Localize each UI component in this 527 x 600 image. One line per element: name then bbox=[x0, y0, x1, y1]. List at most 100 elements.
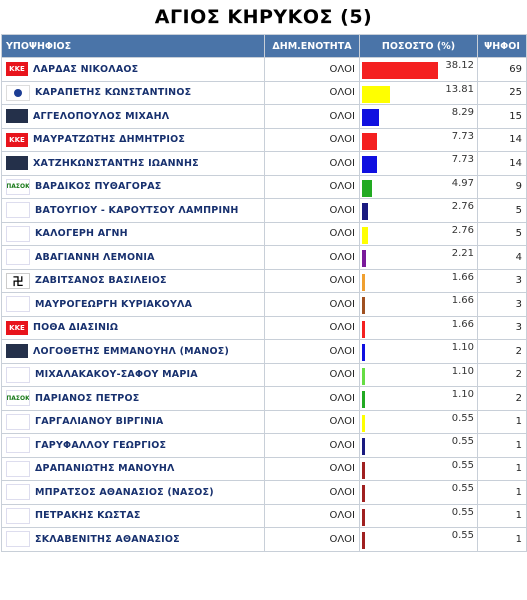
unit-cell: ΟΛΟΙ bbox=[264, 456, 360, 481]
candidate-name[interactable]: ΖΑΒΙΤΣΑΝΟΣ ΒΑΣΙΛΕΙΟΣ bbox=[35, 275, 167, 287]
candidate-cell: ΒΑΤΟΥΓΙΟΥ - ΚΑΡΟΥΤΣΟΥ ΛΑΜΠΡΙΝΗ bbox=[1, 198, 265, 223]
percent-bar bbox=[362, 250, 366, 267]
candidate-name[interactable]: ΑΒΑΓΙΑΝΝΗ ΛΕΜΟΝΙΑ bbox=[35, 251, 155, 263]
table-row[interactable]: ΒΑΤΟΥΓΙΟΥ - ΚΑΡΟΥΤΣΟΥ ΛΑΜΠΡΙΝΗ ΟΛΟΙ 2.76 5 bbox=[1, 198, 527, 223]
percent-bar bbox=[362, 438, 365, 455]
percent-bar bbox=[362, 461, 365, 479]
candidate-cell: 卍 ΖΑΒΙΤΣΑΝΟΣ ΒΑΣΙΛΕΙΟΣ bbox=[1, 268, 265, 293]
candidate-name[interactable]: ΜΑΥΡΟΓΕΩΡΓΗ ΚΥΡΙΑΚΟΥΛΑ bbox=[35, 298, 193, 310]
header-votes[interactable]: ΨΗΦΟΙ bbox=[477, 34, 527, 58]
table-row[interactable]: ΠΕΤΡΑΚΗΣ ΚΩΣΤΑΣ ΟΛΟΙ 0.55 1 bbox=[1, 503, 527, 528]
percent-bar bbox=[362, 62, 438, 79]
unit-cell: ΟΛΟΙ bbox=[264, 221, 360, 246]
candidate-cell: ΔΡΑΠΑΝΙΩΤΗΣ ΜΑΝΟΥΗΛ bbox=[1, 456, 265, 481]
candidate-name[interactable]: ΣΚΛΑΒΕΝΙΤΗΣ ΑΘΑΝΑΣΙΟΣ bbox=[35, 533, 180, 545]
percent-bar bbox=[362, 109, 379, 126]
candidate-cell: ΣΚΛΑΒΕΝΙΤΗΣ ΑΘΑΝΑΣΙΟΣ bbox=[1, 527, 265, 552]
table-row[interactable]: ΚΑΡΑΠΕΤΗΣ ΚΩΝΣΤΑΝΤΙΝΟΣ ΟΛΟΙ 13.81 25 bbox=[1, 80, 527, 105]
percent-bar bbox=[362, 226, 368, 244]
percent-bar bbox=[362, 132, 377, 150]
candidate-cell: ΚΑΡΑΠΕΤΗΣ ΚΩΝΣΤΑΝΤΙΝΟΣ bbox=[1, 80, 265, 105]
percent-cell: 2.76 bbox=[359, 221, 478, 246]
header-candidate[interactable]: ΥΠΟΨΗΦΙΟΣ bbox=[1, 34, 265, 58]
table-row[interactable]: ΜΑΥΡΟΓΕΩΡΓΗ ΚΥΡΙΑΚΟΥΛΑ ΟΛΟΙ 1.66 3 bbox=[1, 292, 527, 317]
header-unit[interactable]: ΔΗΜ.ΕΝΟΤΗΤΑ bbox=[264, 34, 360, 58]
percent-bar bbox=[362, 391, 365, 408]
candidate-name[interactable]: ΠΑΡΙΑΝΟΣ ΠΕΤΡΟΣ bbox=[35, 392, 140, 404]
candidate-cell: KKE ΜΑΥΡΑΤΖΩΤΗΣ ΔΗΜΗΤΡΙΟΣ bbox=[1, 127, 265, 152]
party-logo-antarsya-icon bbox=[6, 484, 30, 501]
percent-cell: 0.55 bbox=[359, 503, 478, 528]
percent-value: 4.97 bbox=[451, 177, 474, 189]
table-row[interactable]: KKE ΛΑΡΔΑΣ ΝΙΚΟΛΑΟΣ ΟΛΟΙ 38.12 69 bbox=[1, 57, 527, 82]
percent-cell: 2.21 bbox=[359, 245, 478, 270]
votes-cell: 2 bbox=[477, 339, 527, 364]
candidate-name[interactable]: ΜΙΧΑΛΑΚΑΚΟΥ-ΣΑΦΟΥ ΜΑΡΙΑ bbox=[35, 369, 198, 381]
candidate-name[interactable]: ΠΕΤΡΑΚΗΣ ΚΩΣΤΑΣ bbox=[35, 510, 141, 522]
page-title: ΑΓΙΟΣ ΚΗΡΥΚΟΣ (5) bbox=[154, 6, 373, 28]
percent-cell: 1.66 bbox=[359, 268, 478, 293]
percent-value: 1.10 bbox=[451, 389, 474, 400]
table-row[interactable]: ΜΠΡΑΤΣΟΣ ΑΘΑΝΑΣΙΟΣ (ΝΑΣΟΣ) ΟΛΟΙ 0.55 1 bbox=[1, 480, 527, 505]
votes-cell: 25 bbox=[477, 80, 527, 105]
votes-cell: 1 bbox=[477, 503, 527, 528]
percent-value: 38.12 bbox=[445, 60, 474, 71]
candidate-name[interactable]: ΧΑΤΖΗΚΩΝΣΤΑΝΤΗΣ ΙΩΑΝΝΗΣ bbox=[33, 157, 199, 169]
candidate-cell: ΠΑΣΟΚ ΠΑΡΙΑΝΟΣ ΠΕΤΡΟΣ bbox=[1, 386, 265, 411]
table-row[interactable]: ΑΒΑΓΙΑΝΝΗ ΛΕΜΟΝΙΑ ΟΛΟΙ 2.21 4 bbox=[1, 245, 527, 270]
unit-cell: ΟΛΟΙ bbox=[264, 362, 360, 387]
party-logo-kke-icon: KKE bbox=[6, 62, 28, 77]
table-row[interactable]: ΜΙΧΑΛΑΚΑΚΟΥ-ΣΑΦΟΥ ΜΑΡΙΑ ΟΛΟΙ 1.10 2 bbox=[1, 362, 527, 387]
candidate-name[interactable]: ΚΑΛΟΓΕΡΗ ΑΓΝΗ bbox=[35, 228, 128, 240]
candidate-name[interactable]: ΠΟΘΑ ΔΙΑΣΙΝΙΩ bbox=[33, 322, 119, 334]
table-row[interactable]: KKE ΠΟΘΑ ΔΙΑΣΙΝΙΩ ΟΛΟΙ 1.66 3 bbox=[1, 315, 527, 340]
candidate-name[interactable]: ΛΟΓΟΘΕΤΗΣ ΕΜΜΑΝΟΥΗΛ (ΜΑΝΟΣ) bbox=[33, 345, 230, 357]
percent-cell: 4.97 bbox=[359, 174, 478, 199]
candidate-name[interactable]: ΒΑΡΔΙΚΟΣ ΠΥΘΑΓΟΡΑΣ bbox=[35, 181, 162, 193]
party-logo-nd-icon bbox=[6, 84, 30, 101]
party-logo-syriza-icon bbox=[6, 344, 28, 359]
unit-cell: ΟΛΟΙ bbox=[264, 433, 360, 458]
table-row[interactable]: ΚΑΛΟΓΕΡΗ ΑΓΝΗ ΟΛΟΙ 2.76 5 bbox=[1, 221, 527, 246]
candidate-name[interactable]: ΓΑΡΓΑΛΙΑΝΟΥ ΒΙΡΓΙΝΙΑ bbox=[35, 416, 164, 428]
candidate-name[interactable]: ΜΠΡΑΤΣΟΣ ΑΘΑΝΑΣΙΟΣ (ΝΑΣΟΣ) bbox=[35, 486, 214, 498]
header-percent[interactable]: ΠΟΣΟΣΤΟ (%) bbox=[359, 34, 478, 58]
candidate-name[interactable]: ΜΑΥΡΑΤΖΩΤΗΣ ΔΗΜΗΤΡΙΟΣ bbox=[33, 134, 186, 146]
votes-cell: 1 bbox=[477, 409, 527, 434]
party-logo-anel-icon bbox=[6, 225, 30, 242]
table-row[interactable]: ΧΑΤΖΗΚΩΝΣΤΑΝΤΗΣ ΙΩΑΝΝΗΣ ΟΛΟΙ 7.73 14 bbox=[1, 151, 527, 176]
percent-cell: 1.66 bbox=[359, 292, 478, 317]
candidate-cell: ΓΑΡΓΑΛΙΑΝΟΥ ΒΙΡΓΙΝΙΑ bbox=[1, 409, 265, 434]
votes-cell: 69 bbox=[477, 57, 527, 82]
votes-cell: 14 bbox=[477, 127, 527, 152]
percent-bar bbox=[362, 508, 365, 526]
table-row[interactable]: ΛΟΓΟΘΕΤΗΣ ΕΜΜΑΝΟΥΗΛ (ΜΑΝΟΣ) ΟΛΟΙ 1.10 2 bbox=[1, 339, 527, 364]
candidate-name[interactable]: ΔΡΑΠΑΝΙΩΤΗΣ ΜΑΝΟΥΗΛ bbox=[35, 463, 175, 475]
percent-cell: 8.29 bbox=[359, 104, 478, 129]
table-row[interactable]: KKE ΜΑΥΡΑΤΖΩΤΗΣ ΔΗΜΗΤΡΙΟΣ ΟΛΟΙ 7.73 14 bbox=[1, 127, 527, 152]
table-row[interactable]: ΓΑΡΓΑΛΙΑΝΟΥ ΒΙΡΓΙΝΙΑ ΟΛΟΙ 0.55 1 bbox=[1, 409, 527, 434]
candidate-name[interactable]: ΑΓΓΕΛΟΠΟΥΛΟΣ ΜΙΧΑΗΛ bbox=[33, 110, 170, 122]
candidate-name[interactable]: ΚΑΡΑΠΕΤΗΣ ΚΩΝΣΤΑΝΤΙΝΟΣ bbox=[35, 87, 192, 99]
unit-cell: ΟΛΟΙ bbox=[264, 127, 360, 152]
percent-bar bbox=[362, 203, 368, 220]
table-row[interactable]: ΑΓΓΕΛΟΠΟΥΛΟΣ ΜΙΧΑΗΛ ΟΛΟΙ 8.29 15 bbox=[1, 104, 527, 129]
unit-cell: ΟΛΟΙ bbox=[264, 57, 360, 82]
table-row[interactable]: 卍 ΖΑΒΙΤΣΑΝΟΣ ΒΑΣΙΛΕΙΟΣ ΟΛΟΙ 1.66 3 bbox=[1, 268, 527, 293]
party-logo-potami-icon bbox=[6, 366, 30, 383]
percent-value: 1.66 bbox=[451, 318, 474, 330]
votes-cell: 5 bbox=[477, 198, 527, 223]
table-row[interactable]: ΔΡΑΠΑΝΙΩΤΗΣ ΜΑΝΟΥΗΛ ΟΛΟΙ 0.55 1 bbox=[1, 456, 527, 481]
party-logo-dimar-icon bbox=[6, 460, 30, 477]
percent-value: 2.76 bbox=[451, 201, 474, 212]
votes-cell: 9 bbox=[477, 174, 527, 199]
candidate-name[interactable]: ΒΑΤΟΥΓΙΟΥ - ΚΑΡΟΥΤΣΟΥ ΛΑΜΠΡΙΝΗ bbox=[35, 204, 239, 216]
unit-cell: ΟΛΟΙ bbox=[264, 339, 360, 364]
candidate-name[interactable]: ΛΑΡΔΑΣ ΝΙΚΟΛΑΟΣ bbox=[33, 63, 139, 75]
table-row[interactable]: ΣΚΛΑΒΕΝΙΤΗΣ ΑΘΑΝΑΣΙΟΣ ΟΛΟΙ 0.55 1 bbox=[1, 527, 527, 552]
table-row[interactable]: ΓΑΡΥΦΑΛΛΟΥ ΓΕΩΡΓΙΟΣ ΟΛΟΙ 0.55 1 bbox=[1, 433, 527, 458]
candidate-name[interactable]: ΓΑΡΥΦΑΛΛΟΥ ΓΕΩΡΓΙΟΣ bbox=[35, 439, 167, 451]
table-row[interactable]: ΠΑΣΟΚ ΒΑΡΔΙΚΟΣ ΠΥΘΑΓΟΡΑΣ ΟΛΟΙ 4.97 9 bbox=[1, 174, 527, 199]
unit-cell: ΟΛΟΙ bbox=[264, 80, 360, 105]
table-row[interactable]: ΠΑΣΟΚ ΠΑΡΙΑΝΟΣ ΠΕΤΡΟΣ ΟΛΟΙ 1.10 2 bbox=[1, 386, 527, 411]
